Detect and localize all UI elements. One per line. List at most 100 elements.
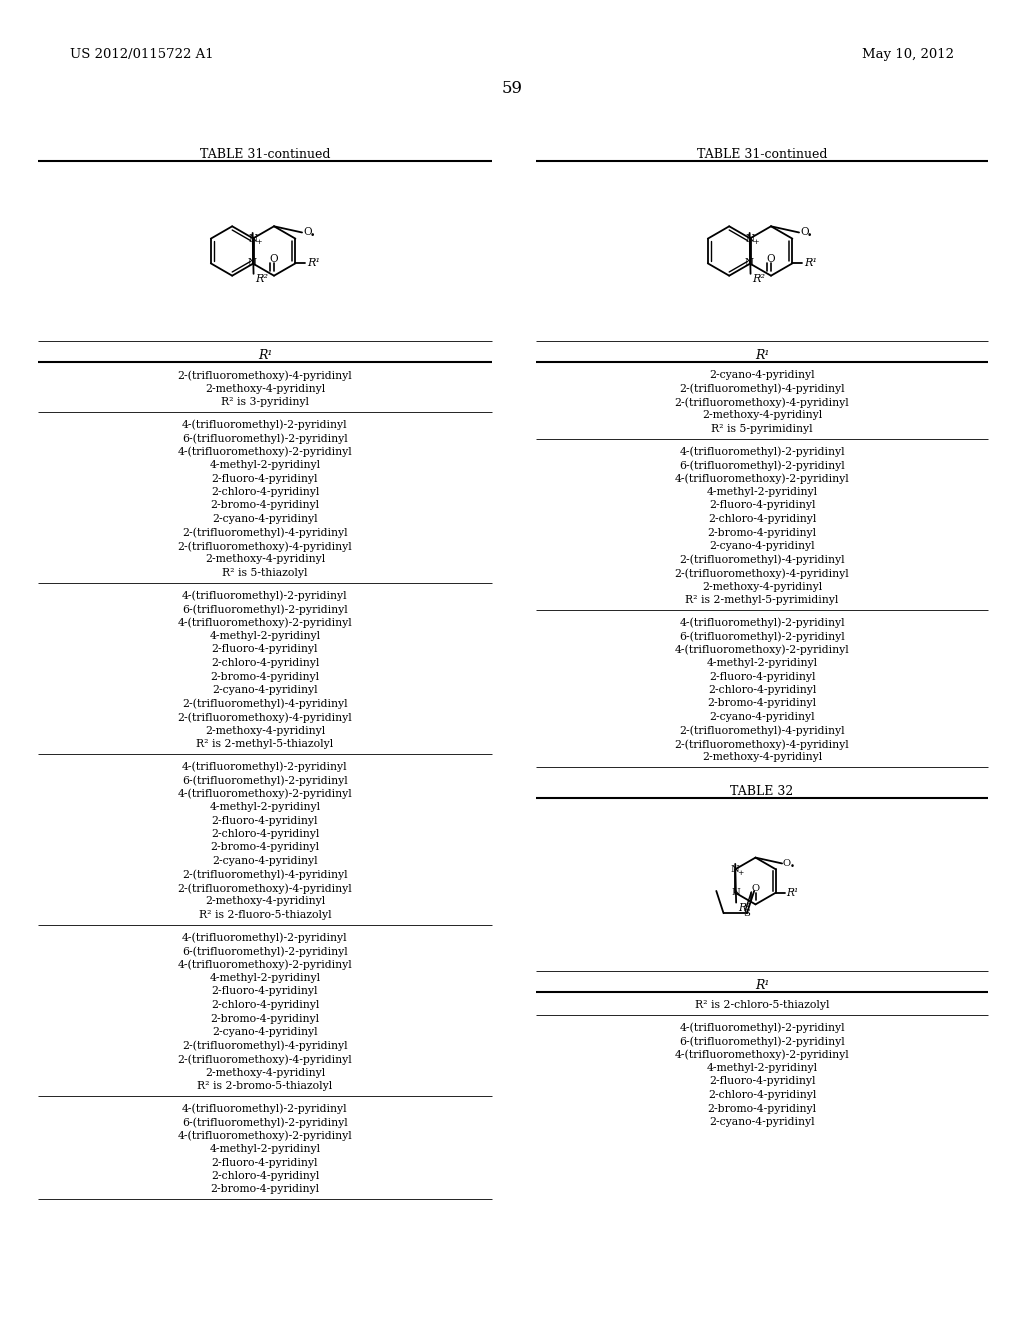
Text: 2-(trifluoromethoxy)-4-pyridinyl: 2-(trifluoromethoxy)-4-pyridinyl: [675, 739, 849, 750]
Text: O: O: [767, 253, 775, 264]
Text: R¹: R¹: [258, 348, 272, 362]
Text: US 2012/0115722 A1: US 2012/0115722 A1: [70, 48, 214, 61]
Text: 2-methoxy-4-pyridinyl: 2-methoxy-4-pyridinyl: [701, 411, 822, 421]
Text: N: N: [247, 259, 256, 268]
Text: 2-chloro-4-pyridinyl: 2-chloro-4-pyridinyl: [211, 1001, 319, 1010]
Text: 2-bromo-4-pyridinyl: 2-bromo-4-pyridinyl: [708, 1104, 816, 1114]
Text: 2-(trifluoromethyl)-4-pyridinyl: 2-(trifluoromethyl)-4-pyridinyl: [182, 1040, 348, 1051]
Text: +: +: [737, 869, 743, 876]
Text: 2-fluoro-4-pyridinyl: 2-fluoro-4-pyridinyl: [212, 816, 318, 825]
Text: 2-cyano-4-pyridinyl: 2-cyano-4-pyridinyl: [710, 541, 815, 550]
Text: 2-fluoro-4-pyridinyl: 2-fluoro-4-pyridinyl: [212, 644, 318, 655]
Text: 4-(trifluoromethoxy)-2-pyridinyl: 4-(trifluoromethoxy)-2-pyridinyl: [675, 474, 849, 484]
Text: 2-methoxy-4-pyridinyl: 2-methoxy-4-pyridinyl: [205, 554, 326, 565]
Text: 4-(trifluoromethyl)-2-pyridinyl: 4-(trifluoromethyl)-2-pyridinyl: [679, 618, 845, 628]
Text: 4-(trifluoromethyl)-2-pyridinyl: 4-(trifluoromethyl)-2-pyridinyl: [182, 1104, 348, 1114]
Text: R² is 2-methyl-5-pyrimidinyl: R² is 2-methyl-5-pyrimidinyl: [685, 595, 839, 605]
Text: R² is 3-pyridinyl: R² is 3-pyridinyl: [221, 397, 309, 407]
Text: 4-(trifluoromethoxy)-2-pyridinyl: 4-(trifluoromethoxy)-2-pyridinyl: [675, 644, 849, 655]
Text: 2-fluoro-4-pyridinyl: 2-fluoro-4-pyridinyl: [212, 474, 318, 483]
Text: 6-(trifluoromethyl)-2-pyridinyl: 6-(trifluoromethyl)-2-pyridinyl: [182, 605, 348, 615]
Text: 2-(trifluoromethoxy)-4-pyridinyl: 2-(trifluoromethoxy)-4-pyridinyl: [177, 883, 352, 894]
Text: 4-methyl-2-pyridinyl: 4-methyl-2-pyridinyl: [210, 459, 321, 470]
Text: +: +: [255, 239, 261, 247]
Text: 6-(trifluoromethyl)-2-pyridinyl: 6-(trifluoromethyl)-2-pyridinyl: [182, 946, 348, 957]
Text: 2-(trifluoromethyl)-4-pyridinyl: 2-(trifluoromethyl)-4-pyridinyl: [679, 726, 845, 737]
Text: 2-(trifluoromethoxy)-4-pyridinyl: 2-(trifluoromethoxy)-4-pyridinyl: [177, 370, 352, 380]
Text: 4-(trifluoromethyl)-2-pyridinyl: 4-(trifluoromethyl)-2-pyridinyl: [182, 762, 348, 772]
Text: 2-(trifluoromethyl)-4-pyridinyl: 2-(trifluoromethyl)-4-pyridinyl: [182, 528, 348, 539]
Text: N: N: [731, 865, 739, 874]
Text: R¹: R¹: [804, 259, 817, 268]
Text: 2-methoxy-4-pyridinyl: 2-methoxy-4-pyridinyl: [205, 726, 326, 735]
Text: N: N: [745, 234, 754, 244]
Text: 6-(trifluoromethyl)-2-pyridinyl: 6-(trifluoromethyl)-2-pyridinyl: [679, 631, 845, 642]
Text: 4-methyl-2-pyridinyl: 4-methyl-2-pyridinyl: [210, 973, 321, 983]
Text: 6-(trifluoromethyl)-2-pyridinyl: 6-(trifluoromethyl)-2-pyridinyl: [182, 1117, 348, 1127]
Text: 4-(trifluoromethoxy)-2-pyridinyl: 4-(trifluoromethoxy)-2-pyridinyl: [675, 1049, 849, 1060]
Text: •: •: [790, 862, 795, 871]
Text: R² is 2-fluoro-5-thiazolyl: R² is 2-fluoro-5-thiazolyl: [199, 909, 332, 920]
Text: 2-fluoro-4-pyridinyl: 2-fluoro-4-pyridinyl: [212, 986, 318, 997]
Text: 2-bromo-4-pyridinyl: 2-bromo-4-pyridinyl: [211, 1184, 319, 1195]
Text: 2-fluoro-4-pyridinyl: 2-fluoro-4-pyridinyl: [709, 672, 815, 681]
Text: R² is 2-bromo-5-thiazolyl: R² is 2-bromo-5-thiazolyl: [198, 1081, 333, 1092]
Text: R² is 5-pyrimidinyl: R² is 5-pyrimidinyl: [712, 424, 813, 434]
Text: 2-chloro-4-pyridinyl: 2-chloro-4-pyridinyl: [211, 829, 319, 840]
Text: 2-(trifluoromethyl)-4-pyridinyl: 2-(trifluoromethyl)-4-pyridinyl: [679, 554, 845, 565]
Text: R² is 2-methyl-5-thiazolyl: R² is 2-methyl-5-thiazolyl: [197, 739, 334, 748]
Text: 2-bromo-4-pyridinyl: 2-bromo-4-pyridinyl: [211, 672, 319, 681]
Text: 2-cyano-4-pyridinyl: 2-cyano-4-pyridinyl: [212, 685, 317, 696]
Text: N: N: [248, 234, 257, 244]
Text: 4-(trifluoromethyl)-2-pyridinyl: 4-(trifluoromethyl)-2-pyridinyl: [679, 1023, 845, 1034]
Text: 2-methoxy-4-pyridinyl: 2-methoxy-4-pyridinyl: [701, 582, 822, 591]
Text: R²: R²: [255, 275, 268, 285]
Text: R²: R²: [753, 275, 766, 285]
Text: 4-(trifluoromethoxy)-2-pyridinyl: 4-(trifluoromethoxy)-2-pyridinyl: [177, 618, 352, 628]
Text: 2-cyano-4-pyridinyl: 2-cyano-4-pyridinyl: [212, 1027, 317, 1038]
Text: 2-cyano-4-pyridinyl: 2-cyano-4-pyridinyl: [710, 370, 815, 380]
Text: 2-chloro-4-pyridinyl: 2-chloro-4-pyridinyl: [708, 513, 816, 524]
Text: 2-chloro-4-pyridinyl: 2-chloro-4-pyridinyl: [708, 1090, 816, 1100]
Text: 2-bromo-4-pyridinyl: 2-bromo-4-pyridinyl: [211, 1014, 319, 1023]
Text: S: S: [743, 908, 751, 917]
Text: 4-methyl-2-pyridinyl: 4-methyl-2-pyridinyl: [707, 657, 817, 668]
Text: 2-methoxy-4-pyridinyl: 2-methoxy-4-pyridinyl: [701, 752, 822, 763]
Text: 4-methyl-2-pyridinyl: 4-methyl-2-pyridinyl: [210, 803, 321, 812]
Text: 2-chloro-4-pyridinyl: 2-chloro-4-pyridinyl: [708, 685, 816, 696]
Text: 2-bromo-4-pyridinyl: 2-bromo-4-pyridinyl: [708, 698, 816, 709]
Text: 2-bromo-4-pyridinyl: 2-bromo-4-pyridinyl: [211, 842, 319, 853]
Text: 6-(trifluoromethyl)-2-pyridinyl: 6-(trifluoromethyl)-2-pyridinyl: [679, 459, 845, 470]
Text: R¹: R¹: [786, 888, 799, 898]
Text: May 10, 2012: May 10, 2012: [862, 48, 954, 61]
Text: •: •: [310, 231, 315, 240]
Text: TABLE 32: TABLE 32: [730, 785, 794, 799]
Text: 4-(trifluoromethyl)-2-pyridinyl: 4-(trifluoromethyl)-2-pyridinyl: [182, 932, 348, 942]
Text: 59: 59: [502, 81, 522, 96]
Text: 4-(trifluoromethyl)-2-pyridinyl: 4-(trifluoromethyl)-2-pyridinyl: [182, 590, 348, 601]
Text: 2-(trifluoromethyl)-4-pyridinyl: 2-(trifluoromethyl)-4-pyridinyl: [679, 384, 845, 395]
Text: 4-methyl-2-pyridinyl: 4-methyl-2-pyridinyl: [707, 487, 817, 498]
Text: 2-cyano-4-pyridinyl: 2-cyano-4-pyridinyl: [710, 1117, 815, 1127]
Text: N: N: [744, 259, 754, 268]
Text: 2-fluoro-4-pyridinyl: 2-fluoro-4-pyridinyl: [709, 1077, 815, 1086]
Text: 4-(trifluoromethoxy)-2-pyridinyl: 4-(trifluoromethoxy)-2-pyridinyl: [177, 446, 352, 457]
Text: 2-(trifluoromethoxy)-4-pyridinyl: 2-(trifluoromethoxy)-4-pyridinyl: [177, 1053, 352, 1064]
Text: O: O: [800, 227, 809, 238]
Text: 2-(trifluoromethoxy)-4-pyridinyl: 2-(trifluoromethoxy)-4-pyridinyl: [675, 397, 849, 408]
Text: R¹: R¹: [307, 259, 319, 268]
Text: 2-fluoro-4-pyridinyl: 2-fluoro-4-pyridinyl: [212, 1158, 318, 1167]
Text: 2-fluoro-4-pyridinyl: 2-fluoro-4-pyridinyl: [709, 500, 815, 511]
Text: R¹: R¹: [755, 979, 769, 993]
Text: N: N: [732, 888, 740, 898]
Text: 2-(trifluoromethoxy)-4-pyridinyl: 2-(trifluoromethoxy)-4-pyridinyl: [177, 541, 352, 552]
Text: 2-methoxy-4-pyridinyl: 2-methoxy-4-pyridinyl: [205, 384, 326, 393]
Text: 2-(trifluoromethyl)-4-pyridinyl: 2-(trifluoromethyl)-4-pyridinyl: [182, 698, 348, 709]
Text: 6-(trifluoromethyl)-2-pyridinyl: 6-(trifluoromethyl)-2-pyridinyl: [182, 775, 348, 785]
Text: 2-methoxy-4-pyridinyl: 2-methoxy-4-pyridinyl: [205, 896, 326, 907]
Text: 6-(trifluoromethyl)-2-pyridinyl: 6-(trifluoromethyl)-2-pyridinyl: [182, 433, 348, 444]
Text: O: O: [752, 883, 760, 892]
Text: 6-(trifluoromethyl)-2-pyridinyl: 6-(trifluoromethyl)-2-pyridinyl: [679, 1036, 845, 1047]
Text: +: +: [752, 239, 759, 247]
Text: 2-cyano-4-pyridinyl: 2-cyano-4-pyridinyl: [710, 711, 815, 722]
